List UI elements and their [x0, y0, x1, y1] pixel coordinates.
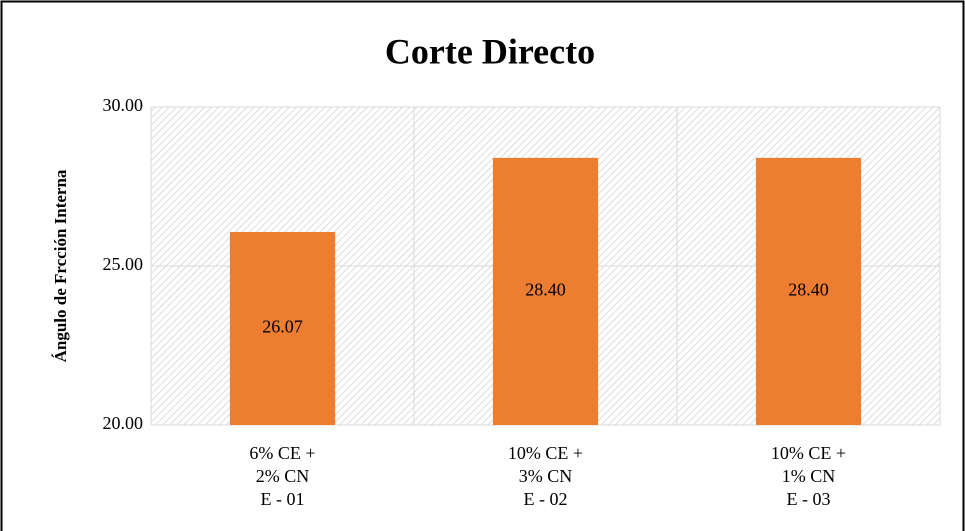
- x-tick-label: E - 01: [261, 489, 305, 509]
- x-tick-label: 2% CN: [256, 466, 310, 486]
- chart-title: Corte Directo: [385, 31, 595, 71]
- x-tick-label: 6% CE +: [249, 443, 315, 463]
- value-label: 28.40: [525, 280, 566, 300]
- bar: [755, 157, 862, 425]
- x-tick-label: E - 02: [524, 489, 568, 509]
- x-tick-label: 10% CE +: [771, 443, 846, 463]
- y-axis-label: Ángulo de Frcción Interna: [51, 169, 70, 362]
- y-tick-label: 20.00: [103, 413, 144, 433]
- x-tick-label: 10% CE +: [508, 443, 583, 463]
- value-label: 26.07: [262, 317, 303, 337]
- x-tick-label: 1% CN: [782, 466, 836, 486]
- value-label: 28.40: [788, 280, 829, 300]
- x-tick-label: 3% CN: [519, 466, 573, 486]
- bar: [492, 157, 599, 425]
- y-tick-label: 30.00: [103, 95, 144, 115]
- x-tick-label: E - 03: [787, 489, 831, 509]
- y-tick-label: 25.00: [103, 254, 144, 274]
- bar: [229, 231, 336, 425]
